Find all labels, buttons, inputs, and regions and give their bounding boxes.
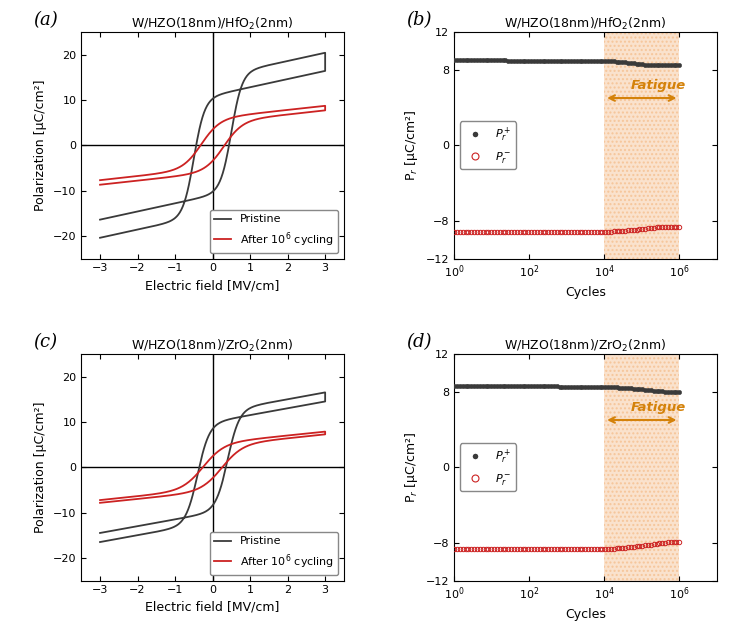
Title: W/HZO(18nm)/HfO$_2$(2nm): W/HZO(18nm)/HfO$_2$(2nm) [505, 16, 667, 32]
Text: (c): (c) [33, 332, 58, 351]
Title: W/HZO(18nm)/ZrO$_2$(2nm): W/HZO(18nm)/ZrO$_2$(2nm) [504, 338, 667, 354]
X-axis label: Cycles: Cycles [565, 607, 606, 621]
Bar [605, 32, 679, 258]
Title: W/HZO(18nm)/HfO$_2$(2nm): W/HZO(18nm)/HfO$_2$(2nm) [132, 16, 293, 32]
Legend: Pristine, After 10$^6$ cycling: Pristine, After 10$^6$ cycling [210, 532, 338, 575]
Legend: Pristine, After 10$^6$ cycling: Pristine, After 10$^6$ cycling [210, 210, 338, 253]
Text: (d): (d) [406, 332, 432, 351]
X-axis label: Electric field [MV/cm]: Electric field [MV/cm] [146, 601, 280, 614]
Bar [605, 32, 679, 258]
Y-axis label: Polarization [μC/cm²]: Polarization [μC/cm²] [35, 80, 47, 211]
Bar [605, 354, 679, 581]
Legend: $P_r^+$, $P_r^-$: $P_r^+$, $P_r^-$ [460, 121, 517, 169]
Y-axis label: Polarization [μC/cm²]: Polarization [μC/cm²] [35, 401, 47, 533]
Legend: $P_r^+$, $P_r^-$: $P_r^+$, $P_r^-$ [460, 443, 517, 491]
Y-axis label: P$_r$ [μC/cm²]: P$_r$ [μC/cm²] [403, 431, 420, 503]
Text: (a): (a) [33, 11, 58, 29]
Text: (b): (b) [406, 11, 432, 29]
Text: Fatigue: Fatigue [630, 401, 686, 413]
Bar [605, 354, 679, 581]
X-axis label: Cycles: Cycles [565, 286, 606, 299]
Title: W/HZO(18nm)/ZrO$_2$(2nm): W/HZO(18nm)/ZrO$_2$(2nm) [132, 338, 294, 354]
X-axis label: Electric field [MV/cm]: Electric field [MV/cm] [146, 279, 280, 292]
Text: Fatigue: Fatigue [630, 78, 686, 92]
Y-axis label: P$_r$ [μC/cm²]: P$_r$ [μC/cm²] [403, 110, 420, 181]
